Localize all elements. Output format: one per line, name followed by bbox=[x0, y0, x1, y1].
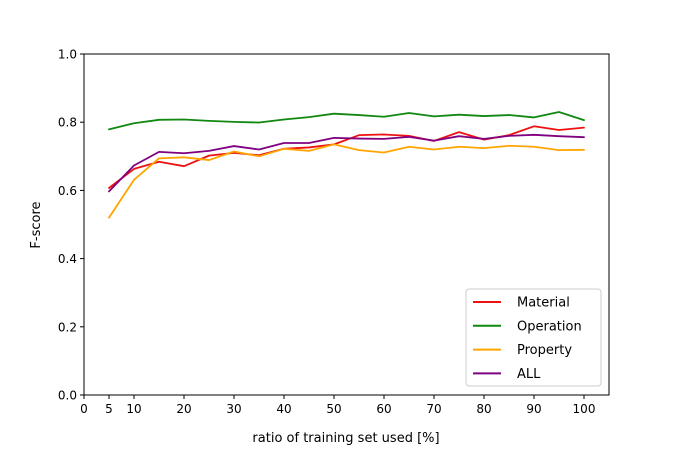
y-tick-label: 0.4 bbox=[58, 252, 77, 266]
x-tick-label: 10 bbox=[126, 402, 141, 416]
legend-label-operation: Operation bbox=[517, 319, 582, 334]
y-axis-title: F-score bbox=[29, 201, 44, 248]
axes-layer: 0 5 10 20 30 40 50 60 70 80 90 100 0.0 0.2 0.4 0.6 0.8 1.… bbox=[58, 48, 610, 416]
y-tick-label: 1.0 bbox=[58, 48, 77, 62]
y-tick-label: 0.6 bbox=[58, 184, 77, 198]
legend-box bbox=[465, 288, 602, 387]
x-tick-label: 100 bbox=[573, 402, 596, 416]
series-line-all bbox=[108, 133, 585, 193]
series-line-operation bbox=[108, 111, 585, 131]
x-tick-label: 20 bbox=[176, 402, 191, 416]
series-line-property bbox=[108, 143, 585, 219]
x-tick-label: 70 bbox=[426, 402, 441, 416]
x-tick-label: 60 bbox=[376, 402, 391, 416]
y-tick-label: 0.2 bbox=[58, 320, 77, 334]
x-tick-label: 0 bbox=[80, 402, 88, 416]
x-tick-label: 80 bbox=[476, 402, 491, 416]
x-tick-label: 50 bbox=[326, 402, 341, 416]
x-tick-label: 40 bbox=[276, 402, 291, 416]
x-axis-title: ratio of training set used [%] bbox=[252, 431, 439, 446]
y-tick-label: 0.8 bbox=[58, 116, 77, 130]
legend-label-property: Property bbox=[517, 343, 572, 358]
legend-label-all: ALL bbox=[517, 367, 541, 382]
legend-label-material: Material bbox=[517, 296, 570, 311]
legend: Material Operation Property ALL bbox=[465, 288, 602, 387]
x-tick-label: 30 bbox=[226, 402, 241, 416]
y-tick-label: 0.0 bbox=[58, 389, 77, 403]
series-layer bbox=[108, 111, 585, 219]
plot-frame bbox=[83, 53, 610, 396]
x-tick-label: 5 bbox=[105, 402, 113, 416]
x-tick-label: 90 bbox=[526, 402, 541, 416]
